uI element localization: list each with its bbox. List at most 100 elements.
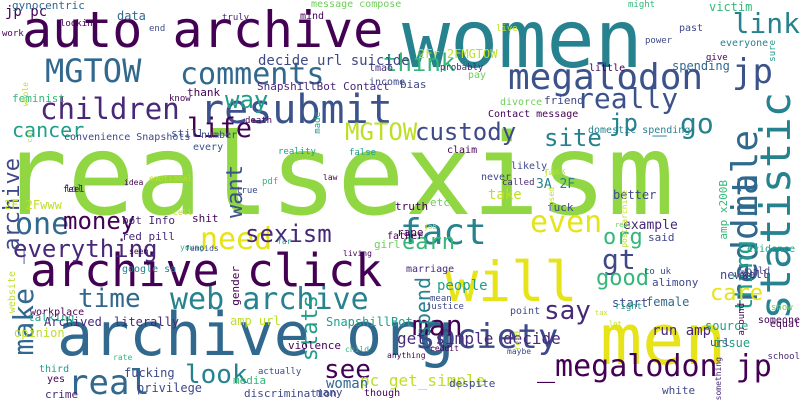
cloud-word: might: [628, 0, 656, 10]
cloud-word: seem: [129, 247, 149, 256]
cloud-word: really: [577, 82, 679, 115]
cloud-word: etc: [430, 196, 450, 209]
cloud-word: friend: [544, 94, 584, 107]
cloud-word: death: [245, 116, 273, 126]
cloud-word: spending: [672, 59, 730, 73]
cloud-word: income: [369, 77, 406, 88]
cloud-word: workplace: [30, 307, 85, 318]
cloud-word: give: [706, 53, 728, 63]
cloud-word: emotional: [149, 174, 193, 183]
cloud-word: earn: [402, 230, 455, 255]
cloud-word: girl: [374, 238, 401, 251]
cloud-word: custody: [415, 118, 517, 146]
cloud-word: MGTOW: [345, 118, 418, 146]
cloud-word: jp _: [609, 109, 667, 137]
cloud-word: many: [316, 386, 343, 399]
cloud-word: third: [39, 364, 70, 375]
cloud-word: femoids: [185, 244, 219, 253]
cloud-word: 2Fr 2FMGTOW: [418, 47, 498, 61]
cloud-word: show: [771, 303, 793, 313]
cloud-word: ceddit: [430, 344, 459, 353]
cloud-word: auto archive: [22, 1, 384, 59]
cloud-word: cell: [173, 208, 193, 217]
cloud-word: likely: [511, 161, 548, 172]
cloud-word: get_simple decide: [397, 329, 561, 348]
cloud-word: reality: [278, 147, 316, 157]
cloud-word: Archived: [44, 315, 102, 329]
cloud-word: truly: [222, 13, 250, 23]
cloud-word: realsexism: [0, 111, 675, 241]
cloud-word: can: [26, 130, 34, 143]
cloud-word: actually: [258, 367, 302, 377]
cloud-word: said: [648, 231, 675, 244]
cloud-word: power: [645, 36, 673, 46]
cloud-word: url: [710, 336, 730, 349]
cloud-word: lot: [609, 320, 622, 328]
cloud-word: privilege: [137, 381, 203, 395]
cloud-word: domestic spending: [588, 125, 691, 136]
cloud-word: end: [149, 24, 166, 34]
cloud-word: care: [710, 281, 763, 306]
cloud-word: SnapshillBot Contact: [257, 80, 390, 93]
cloud-word: feel: [63, 185, 85, 195]
cloud-word: data: [117, 9, 146, 23]
cloud-word: talking: [28, 311, 75, 324]
cloud-word: bot Info: [122, 214, 175, 227]
cloud-word: fact: [400, 212, 487, 253]
cloud-word: man: [412, 309, 463, 342]
cloud-word: people: [437, 278, 488, 294]
cloud-word: equal: [769, 319, 800, 330]
cloud-word: job: [424, 223, 437, 231]
cloud-word: law: [323, 173, 338, 182]
cloud-word: right: [615, 302, 643, 312]
cloud-word: anything: [387, 351, 426, 360]
cloud-word: child: [345, 345, 370, 354]
cloud-word: claim: [447, 145, 478, 156]
cloud-word: used: [547, 187, 556, 207]
cloud-word: need: [200, 222, 273, 257]
cloud-word: living: [343, 249, 372, 258]
cloud-word: past: [679, 23, 704, 34]
cloud-word: still: [171, 127, 205, 140]
cloud-word: young: [180, 243, 205, 252]
cloud-word: bias: [400, 78, 427, 91]
cloud-word: real: [68, 363, 150, 400]
cloud-word: fuck: [547, 201, 574, 214]
cloud-word: archive click: [30, 244, 383, 297]
cloud-word: job: [544, 169, 557, 177]
cloud-word: world: [740, 266, 771, 277]
cloud-word: rate: [113, 353, 133, 362]
cloud-word: tax: [595, 309, 608, 317]
cloud-word: Contact message: [488, 109, 579, 120]
cloud-word: co uk: [644, 267, 672, 277]
cloud-word: megalodon: [508, 57, 704, 98]
cloud-word: sexism: [245, 220, 332, 248]
cloud-word: website: [7, 271, 18, 314]
cloud-word: SnapshillBot: [326, 315, 413, 329]
cloud-word: discrimination: [244, 387, 337, 400]
cloud-word: though: [364, 388, 401, 399]
cloud-word: news: [720, 268, 749, 282]
cloud-word: 3A 2F: [536, 177, 576, 192]
cloud-word: pay: [468, 70, 487, 81]
cloud-word: alimony: [652, 276, 699, 289]
cloud-word: probably: [440, 63, 484, 73]
cloud-word: amp x200B: [717, 180, 730, 240]
cloud-word: even: [530, 205, 603, 240]
cloud-word: thank: [187, 86, 221, 99]
cloud-word: victim: [709, 0, 753, 14]
cloud-word: site: [544, 124, 602, 152]
cloud-word: convenience Snapshots: [64, 132, 191, 143]
cloud-word: start: [612, 296, 649, 310]
cloud-word: something: [714, 356, 723, 400]
cloud-word: source: [705, 319, 749, 333]
cloud-word: gt: [602, 243, 636, 276]
cloud-word: comments: [180, 57, 325, 92]
cloud-word: school: [767, 352, 800, 362]
cloud-word: issue: [714, 336, 751, 350]
cloud-word: well: [742, 268, 769, 281]
cloud-word: think: [383, 49, 456, 77]
cloud-word: false: [349, 148, 377, 158]
cloud-word: run amp: [652, 323, 712, 339]
